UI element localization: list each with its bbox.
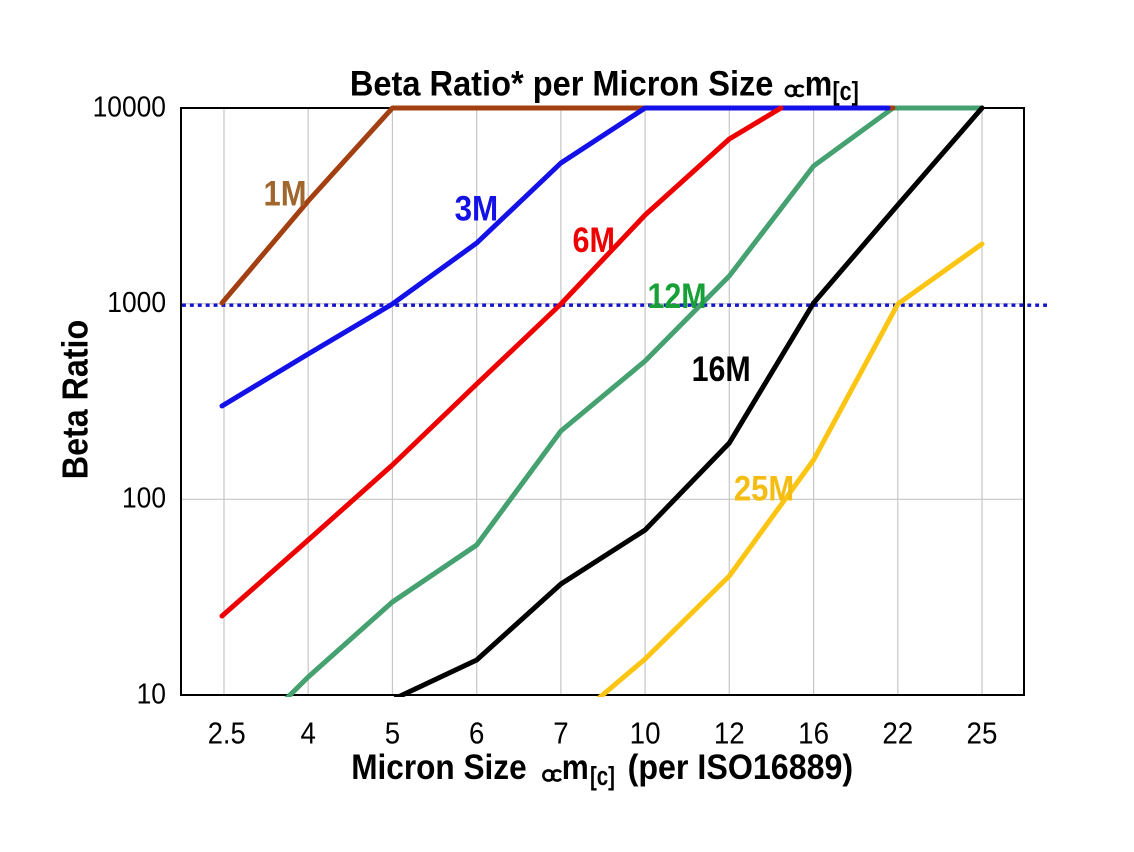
svg-text:4: 4 <box>301 717 316 751</box>
svg-text:16M: 16M <box>692 349 751 388</box>
svg-text:7: 7 <box>553 717 568 751</box>
svg-text:m: m <box>805 65 832 104</box>
svg-text:12M: 12M <box>648 276 707 316</box>
svg-text:25M: 25M <box>734 470 794 509</box>
svg-text:[c]: [c] <box>590 761 615 790</box>
svg-text:(per ISO16889): (per ISO16889) <box>628 749 854 787</box>
svg-text:1000: 1000 <box>107 286 166 318</box>
svg-text:Beta Ratio* per Micron Size: Beta Ratio* per Micron Size <box>350 64 774 104</box>
svg-text:10: 10 <box>137 677 166 709</box>
svg-text:Beta Ratio: Beta Ratio <box>56 320 96 479</box>
svg-text:22: 22 <box>882 718 913 751</box>
svg-text:12: 12 <box>714 718 745 751</box>
svg-text:6: 6 <box>469 717 484 751</box>
svg-text:25: 25 <box>967 718 998 751</box>
svg-text:[c]: [c] <box>833 77 859 106</box>
svg-text:2.5: 2.5 <box>208 717 246 751</box>
svg-text:5: 5 <box>385 717 400 751</box>
svg-text:16: 16 <box>798 718 829 751</box>
svg-text:6M: 6M <box>573 220 615 259</box>
svg-text:3M: 3M <box>455 190 499 229</box>
svg-text:1M: 1M <box>264 174 307 213</box>
svg-text:m: m <box>562 747 589 787</box>
svg-text:10000: 10000 <box>93 90 166 122</box>
svg-text:10: 10 <box>630 718 661 751</box>
svg-text:Micron Size: Micron Size <box>351 749 526 788</box>
svg-text:100: 100 <box>122 482 166 514</box>
